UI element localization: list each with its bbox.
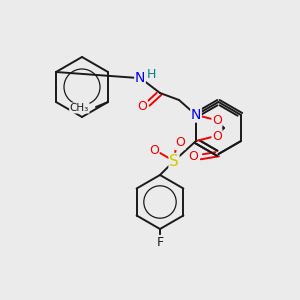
Text: O: O [212, 130, 222, 142]
Text: O: O [189, 151, 199, 164]
Text: S: S [169, 154, 179, 169]
Text: F: F [156, 236, 164, 248]
Text: O: O [212, 113, 222, 127]
Text: O: O [137, 100, 147, 113]
Text: N: N [191, 108, 201, 122]
Text: CH₃: CH₃ [70, 103, 89, 113]
Text: N: N [135, 71, 145, 85]
Text: O: O [149, 145, 159, 158]
Text: H: H [146, 68, 156, 80]
Text: O: O [175, 136, 185, 149]
